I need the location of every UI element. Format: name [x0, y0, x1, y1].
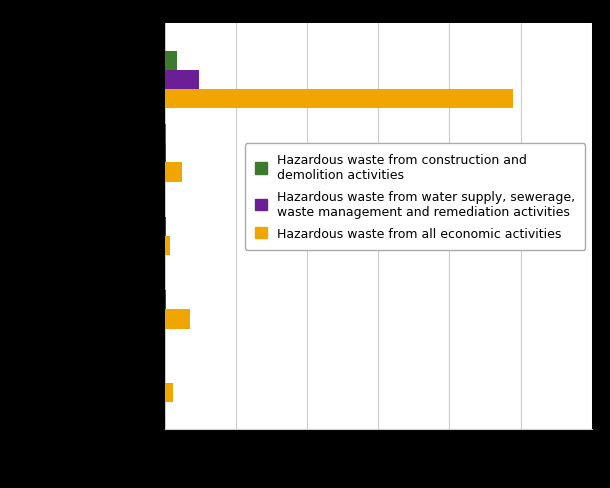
- Bar: [165, 71, 198, 90]
- Bar: [165, 90, 514, 109]
- Bar: [165, 217, 166, 237]
- Bar: [165, 125, 166, 144]
- Bar: [165, 310, 190, 329]
- Bar: [165, 291, 167, 310]
- Bar: [165, 52, 177, 71]
- Bar: [165, 383, 173, 402]
- Bar: [165, 144, 166, 163]
- Bar: [165, 163, 182, 182]
- Legend: Hazardous waste from construction and
demolition activities, Hazardous waste fro: Hazardous waste from construction and de…: [245, 144, 586, 250]
- Bar: [165, 237, 170, 256]
